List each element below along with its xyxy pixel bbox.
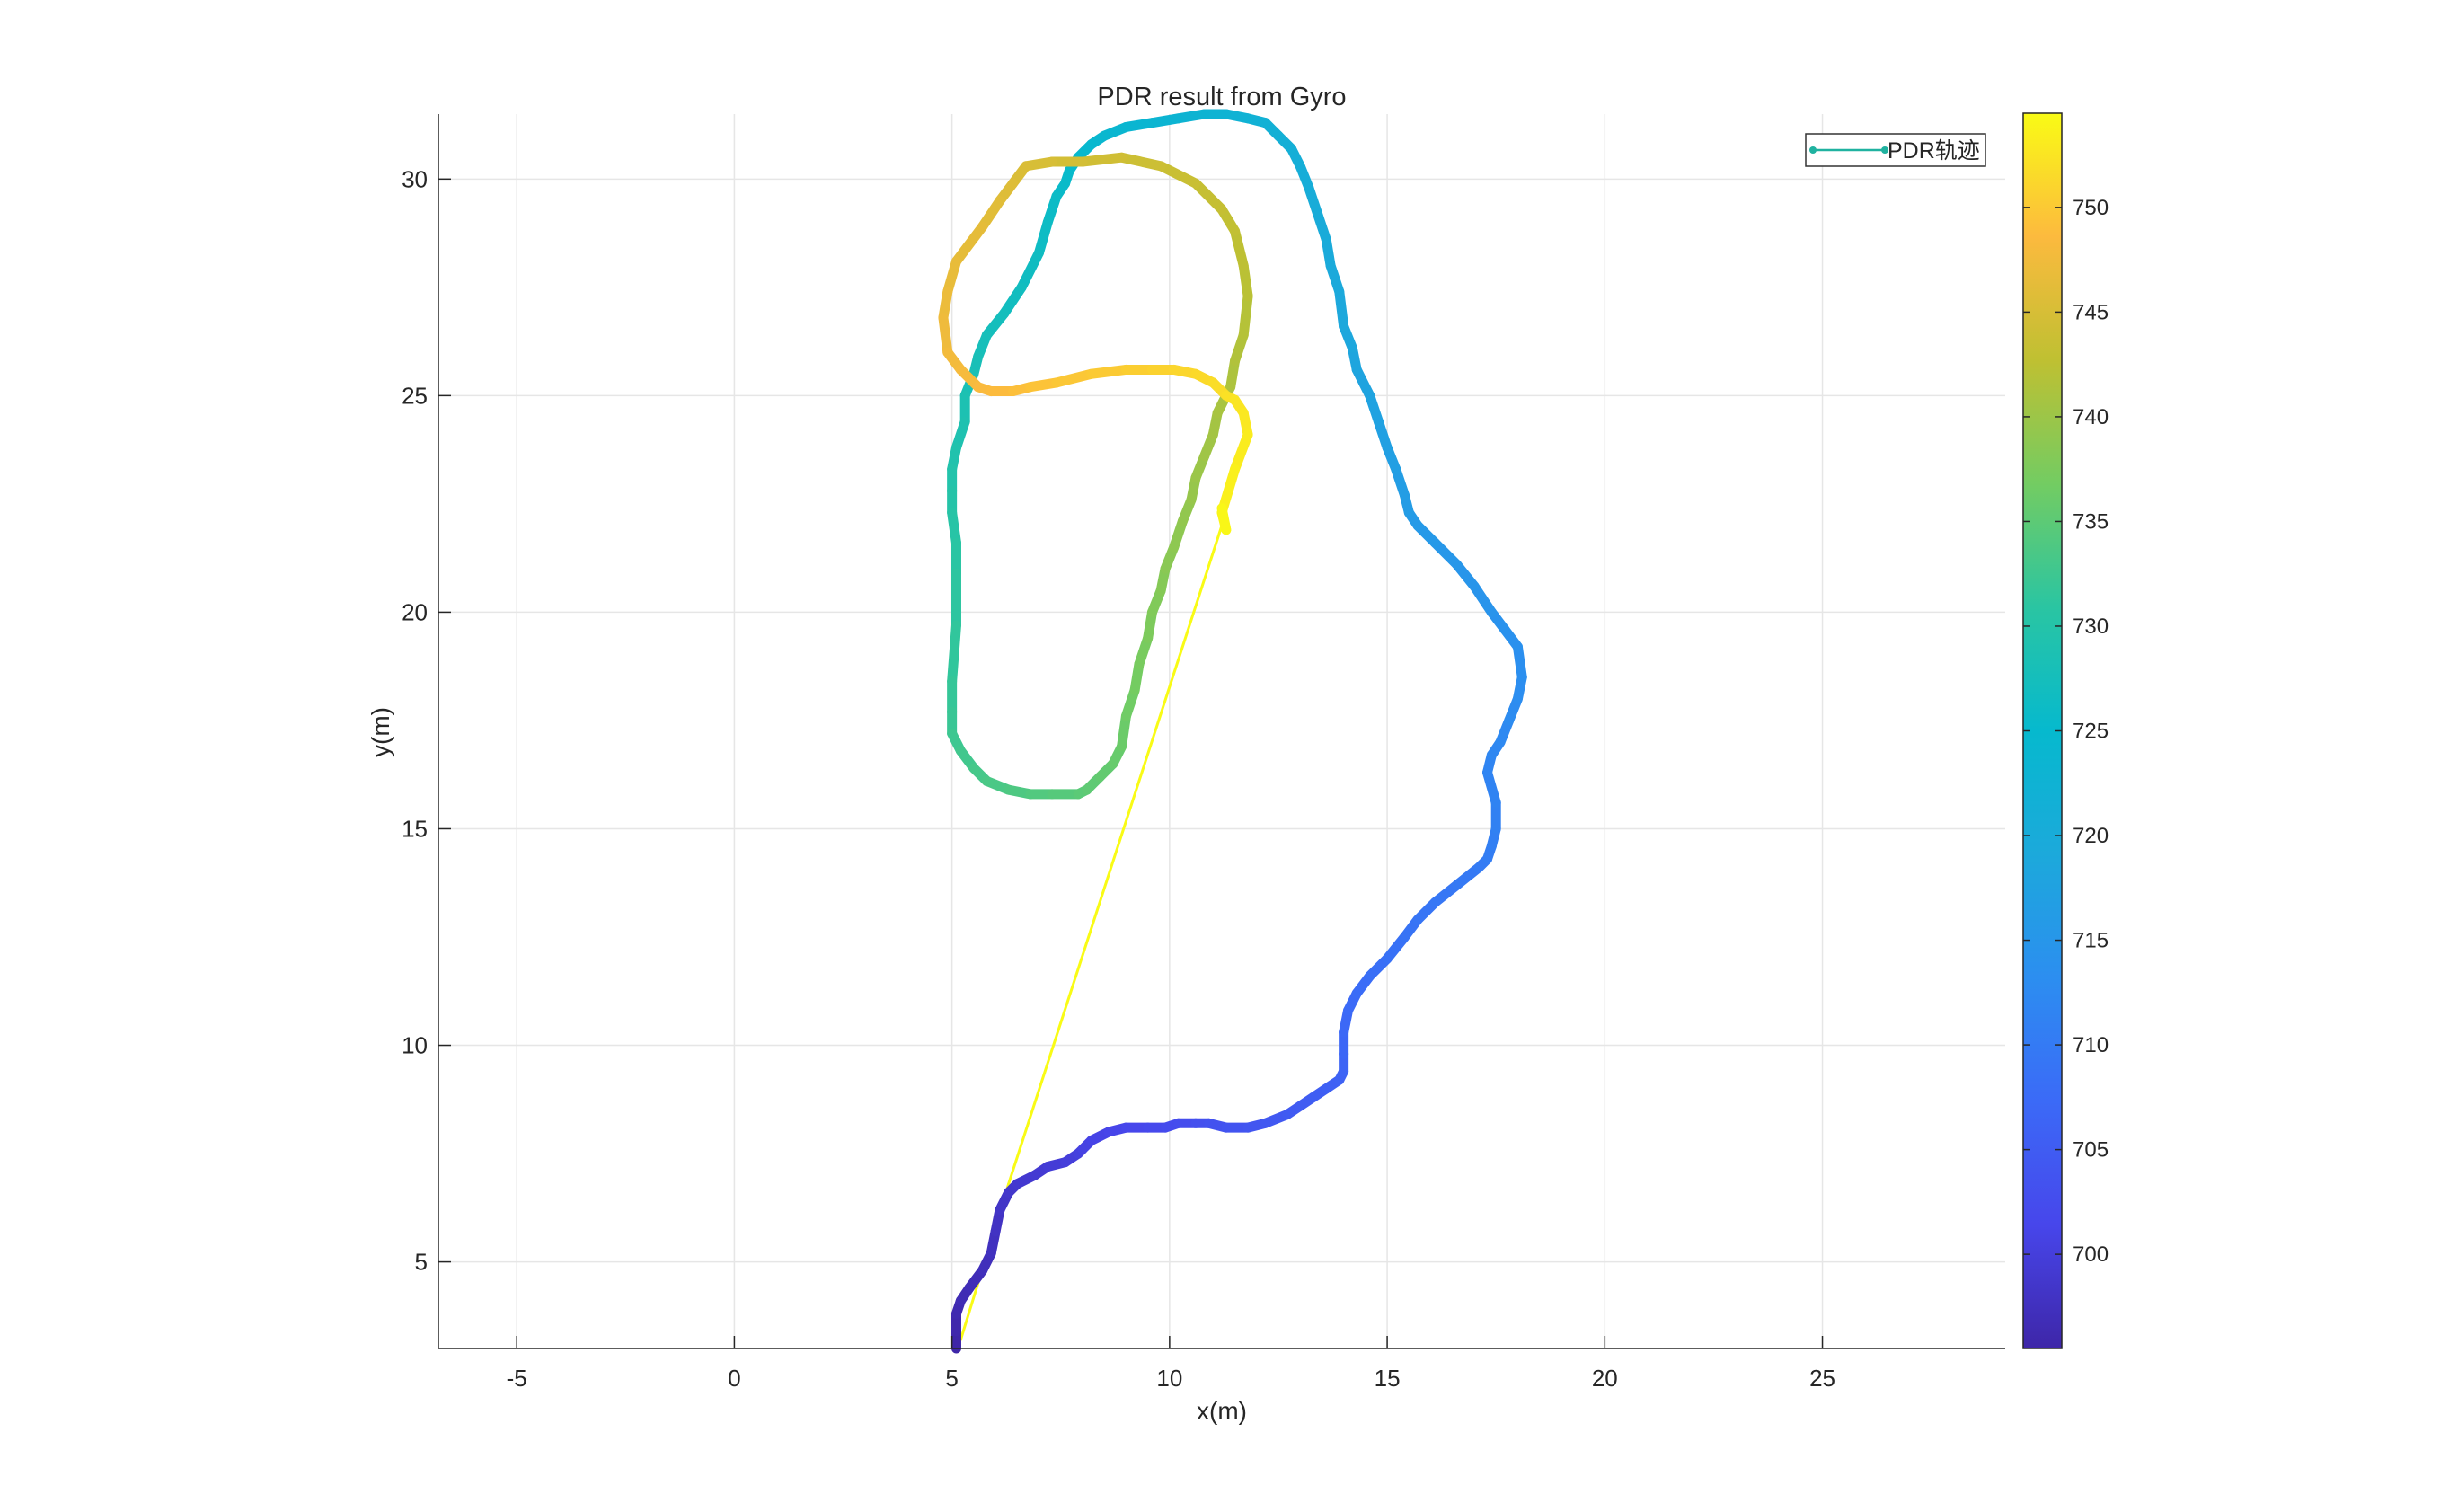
trajectory-segment bbox=[938, 313, 953, 358]
trajectory-segment bbox=[947, 620, 961, 687]
y-axis-label: y(m) bbox=[367, 707, 394, 757]
trajectory-segment bbox=[1155, 161, 1201, 189]
x-tick-label: 20 bbox=[1592, 1365, 1618, 1392]
colorbar-tick-label: 715 bbox=[2073, 929, 2109, 953]
x-tick-label: -5 bbox=[507, 1365, 527, 1392]
colorbar-tick-label: 700 bbox=[2073, 1242, 2109, 1267]
legend-marker-right bbox=[1881, 146, 1888, 154]
y-tick-label: 20 bbox=[402, 598, 428, 625]
colorbar-tick-label: 745 bbox=[2073, 300, 2109, 324]
trajectory-segment bbox=[1051, 368, 1097, 388]
trajectory-segment bbox=[1117, 711, 1131, 752]
trajectory-segment bbox=[1469, 580, 1497, 617]
trajectory-segment bbox=[1190, 178, 1227, 215]
y-tick-label: 30 bbox=[402, 165, 428, 192]
y-tick-label: 25 bbox=[402, 382, 428, 409]
trajectory bbox=[938, 109, 1527, 1354]
legend-label: PDR轨迹 bbox=[1888, 138, 1980, 164]
trajectory-segment bbox=[1334, 287, 1349, 332]
x-tick-label: 25 bbox=[1809, 1365, 1835, 1392]
trajectory-segment bbox=[1230, 225, 1249, 271]
plot-background bbox=[438, 114, 2005, 1348]
y-tick-label: 15 bbox=[402, 815, 428, 842]
trajectory-segment bbox=[942, 256, 961, 297]
grid-lines bbox=[438, 114, 2005, 1348]
y-tick-label: 10 bbox=[402, 1032, 428, 1059]
trajectory-segment bbox=[947, 508, 961, 548]
trajectory-segment bbox=[1230, 429, 1253, 474]
trajectory-segment bbox=[1077, 152, 1127, 167]
trajectory-segment bbox=[1016, 247, 1045, 293]
colorbar-tick-label: 735 bbox=[2073, 509, 2109, 534]
trajectory-segment bbox=[1086, 364, 1131, 379]
colorbar-tick-label: 720 bbox=[2073, 824, 2109, 848]
x-axis-label: x(m) bbox=[1197, 1397, 1247, 1425]
x-tick-label: 5 bbox=[945, 1365, 958, 1392]
trajectory-segment bbox=[1238, 261, 1253, 301]
colorbar-tick-label: 730 bbox=[2073, 615, 2109, 639]
x-tick-label: 10 bbox=[1156, 1365, 1182, 1392]
trajectory-segment bbox=[1216, 503, 1232, 535]
legend[interactable]: PDR轨迹 bbox=[1805, 133, 1986, 167]
trajectory-segment bbox=[1034, 217, 1053, 258]
y-tick-label: 5 bbox=[415, 1249, 428, 1276]
trajectory-segment bbox=[950, 221, 988, 267]
axes bbox=[438, 114, 2005, 1349]
trajectory-segment bbox=[1482, 767, 1501, 809]
colorbar-tick-label: 740 bbox=[2073, 405, 2109, 429]
colorbar-tick-label: 725 bbox=[2073, 720, 2109, 744]
trajectory-return-segment bbox=[1007, 524, 1224, 1186]
colorbar-ticks: 700 705 710 715 720 725 730 735 740 745 750 bbox=[2023, 196, 2109, 1267]
x-tick-label: 0 bbox=[728, 1365, 740, 1392]
trajectory-segment bbox=[1512, 641, 1527, 683]
x-tick-label: 15 bbox=[1375, 1365, 1401, 1392]
trajectory-segment bbox=[1117, 152, 1166, 172]
colorbar-tick-label: 705 bbox=[2073, 1138, 2109, 1163]
y-tick-labels: 5 10 15 20 25 30 bbox=[402, 165, 428, 1275]
trajectory-segment bbox=[1238, 290, 1253, 340]
x-tick-labels: -5 0 5 10 15 20 25 bbox=[507, 1365, 1835, 1392]
trajectory-segment bbox=[999, 282, 1027, 319]
chart-title: PDR result from Gyro bbox=[1097, 83, 1346, 111]
trajectory-segment bbox=[1429, 537, 1463, 570]
colorbar-tick-label: 710 bbox=[2073, 1033, 2109, 1057]
legend-marker-left bbox=[1809, 146, 1817, 154]
trajectory-segment bbox=[977, 195, 1005, 232]
colorbar-tick-label: 750 bbox=[2073, 196, 2109, 220]
